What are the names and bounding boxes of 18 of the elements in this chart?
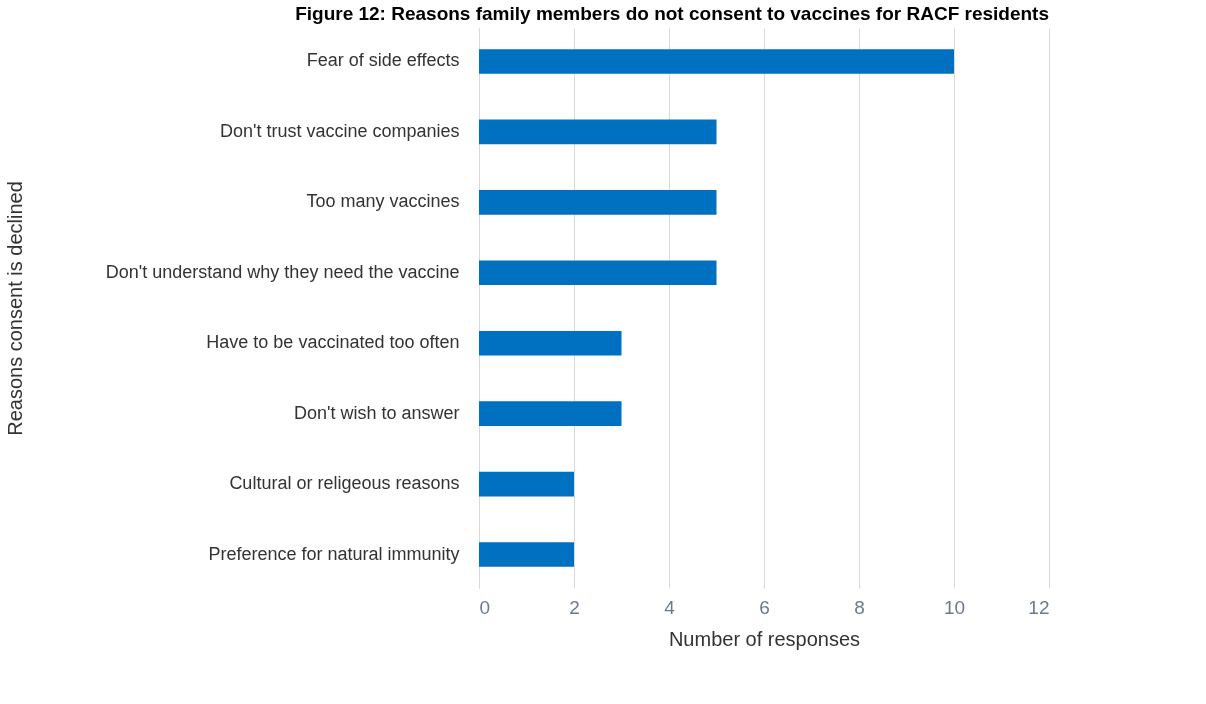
y-tick-label: Cultural or religeous reasons xyxy=(229,473,460,494)
x-tick-label: 2 xyxy=(569,596,580,618)
y-tick-label: Preference for natural immunity xyxy=(208,543,460,564)
y-tick-label: Don't understand why they need the vaccine xyxy=(105,261,460,282)
x-tick-label: 8 xyxy=(854,596,865,618)
y-tick-label: Fear of side effects xyxy=(306,50,460,71)
y-axis-title: Reasons consent is declined xyxy=(4,181,27,436)
x-tick-label: 12 xyxy=(1028,596,1050,618)
y-tick-label: Have to be vaccinated too often xyxy=(206,332,460,353)
y-tick-label: Too many vaccines xyxy=(306,191,460,212)
chart-title: Figure 12: Reasons family members do not consent to vaccines for RACF residents xyxy=(295,3,1049,24)
x-axis-title: Number of responses xyxy=(668,627,861,650)
x-tick-label: 10 xyxy=(943,596,966,618)
x-tick-label: 4 xyxy=(664,596,676,618)
x-tick-label: 0 xyxy=(479,596,491,618)
x-tick-label: 6 xyxy=(759,596,770,618)
y-tick-label: Don't wish to answer xyxy=(293,402,460,423)
y-tick-label: Don't trust vaccine companies xyxy=(219,120,460,141)
